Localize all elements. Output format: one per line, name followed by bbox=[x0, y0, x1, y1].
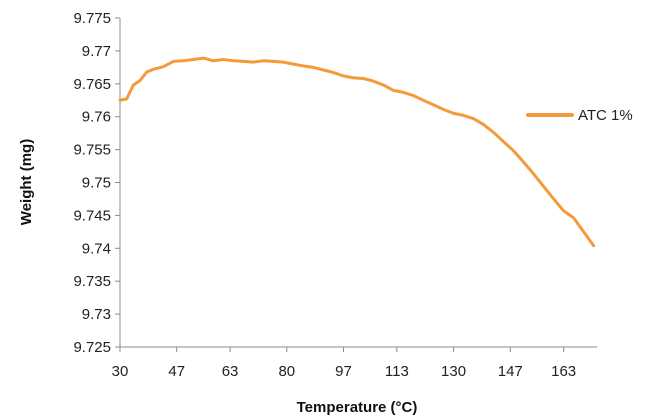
x-tick-label: 147 bbox=[498, 363, 523, 380]
x-tick-label: 113 bbox=[385, 363, 409, 380]
y-axis: 9.725 9.73 9.735 9.74 9.745 9.75 9.755 9.76 9.76… bbox=[73, 10, 121, 356]
x-tick-label: 80 bbox=[278, 363, 295, 380]
x-tick-labels: 30 47 63 80 97 113 130 147 163 bbox=[112, 347, 576, 380]
x-tick-label: 30 bbox=[112, 363, 129, 380]
series-lines bbox=[118, 56, 596, 248]
x-axis-title: Temperature (°C) bbox=[297, 399, 418, 416]
y-tick-label: 9.745 bbox=[73, 207, 111, 224]
x-tick-label: 97 bbox=[335, 363, 352, 380]
x-tick-label: 163 bbox=[551, 363, 576, 380]
x-tick-label: 47 bbox=[168, 363, 185, 380]
x-tick-label: 130 bbox=[441, 363, 466, 380]
y-axis-title: Weight (mg) bbox=[18, 139, 35, 225]
y-tick-label: 9.77 bbox=[82, 43, 111, 60]
y-tick-label: 9.735 bbox=[73, 273, 111, 290]
y-tick-label: 9.755 bbox=[73, 142, 111, 159]
y-tick-label: 9.75 bbox=[82, 175, 111, 192]
y-tick-label: 9.76 bbox=[82, 109, 111, 126]
y-tick-labels: 9.725 9.73 9.735 9.74 9.745 9.75 9.755 9.76 9.76… bbox=[73, 10, 120, 356]
y-tick-label: 9.775 bbox=[73, 10, 111, 27]
y-tick-label: 9.73 bbox=[82, 306, 111, 323]
y-tick-label: 9.765 bbox=[73, 76, 111, 93]
y-tick-label: 9.725 bbox=[73, 339, 111, 356]
y-tick-label: 9.74 bbox=[82, 240, 111, 257]
x-axis: 30 47 63 80 97 113 130 147 163 bbox=[112, 346, 597, 380]
series-line-atc-1pct bbox=[118, 56, 596, 248]
legend: ATC 1% bbox=[526, 107, 633, 124]
legend-label: ATC 1% bbox=[578, 107, 633, 124]
x-tick-label: 63 bbox=[222, 363, 239, 380]
